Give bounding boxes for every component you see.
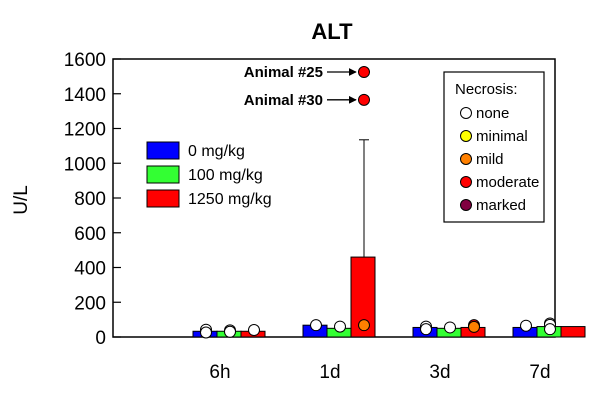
data-point (544, 323, 556, 336)
data-point (468, 320, 480, 333)
data-point (310, 319, 322, 332)
data-point (444, 321, 456, 334)
chart-title: ALT (311, 19, 353, 44)
x-tick-label: 6h (209, 362, 230, 383)
plot-area: 0 200 400 600 800 1000 1200 1400 1600 6h 1d 3d 7d Ani… (64, 50, 586, 383)
legend-label: 100 mg/kg (188, 167, 263, 184)
data-point (358, 319, 370, 332)
bar (560, 326, 586, 338)
x-tick-label: 3d (429, 362, 450, 383)
y-tick-label: 1400 (64, 85, 106, 106)
data-point (248, 324, 260, 337)
necrosis-legend-marker (460, 199, 472, 211)
legend-label: 1250 mg/kg (188, 191, 272, 208)
data-point (224, 325, 236, 338)
legend-swatch (146, 189, 180, 208)
x-tick-label: 7d (529, 362, 550, 383)
necrosis-legend-label: minimal (476, 128, 528, 145)
annotation-label: Animal #30 (244, 92, 323, 109)
y-tick-label: 1200 (64, 120, 106, 141)
y-axis-label: U/L (11, 185, 32, 215)
annotation-label: Animal #25 (244, 64, 323, 81)
data-point (334, 320, 346, 333)
necrosis-legend-marker (460, 153, 472, 165)
y-tick-label: 200 (74, 293, 106, 314)
y-tick-label: 400 (74, 259, 106, 280)
necrosis-legend-label: none (476, 105, 509, 122)
legend-label: 0 mg/kg (188, 143, 245, 160)
necrosis-legend-marker (460, 130, 472, 142)
necrosis-legend-marker (460, 107, 472, 119)
data-point (420, 323, 432, 336)
data-point (520, 319, 532, 332)
y-tick-label: 600 (74, 224, 106, 245)
necrosis-legend-title: Necrosis: (455, 81, 518, 98)
necrosis-legend-label: mild (476, 151, 504, 168)
y-tick-label: 0 (95, 328, 106, 349)
data-point (358, 93, 370, 106)
y-tick-label: 1600 (64, 50, 106, 71)
necrosis-legend-marker (460, 176, 472, 188)
data-point (200, 326, 212, 339)
legend-swatch (146, 165, 180, 184)
necrosis-legend-box (443, 71, 545, 223)
necrosis-legend-label: moderate (476, 174, 539, 191)
necrosis-legend-label: marked (476, 197, 526, 214)
y-tick-label: 800 (74, 189, 106, 210)
x-tick-label: 1d (319, 362, 340, 383)
y-tick-label: 1000 (64, 154, 106, 175)
legend-swatch (146, 141, 180, 160)
data-point (358, 66, 370, 79)
